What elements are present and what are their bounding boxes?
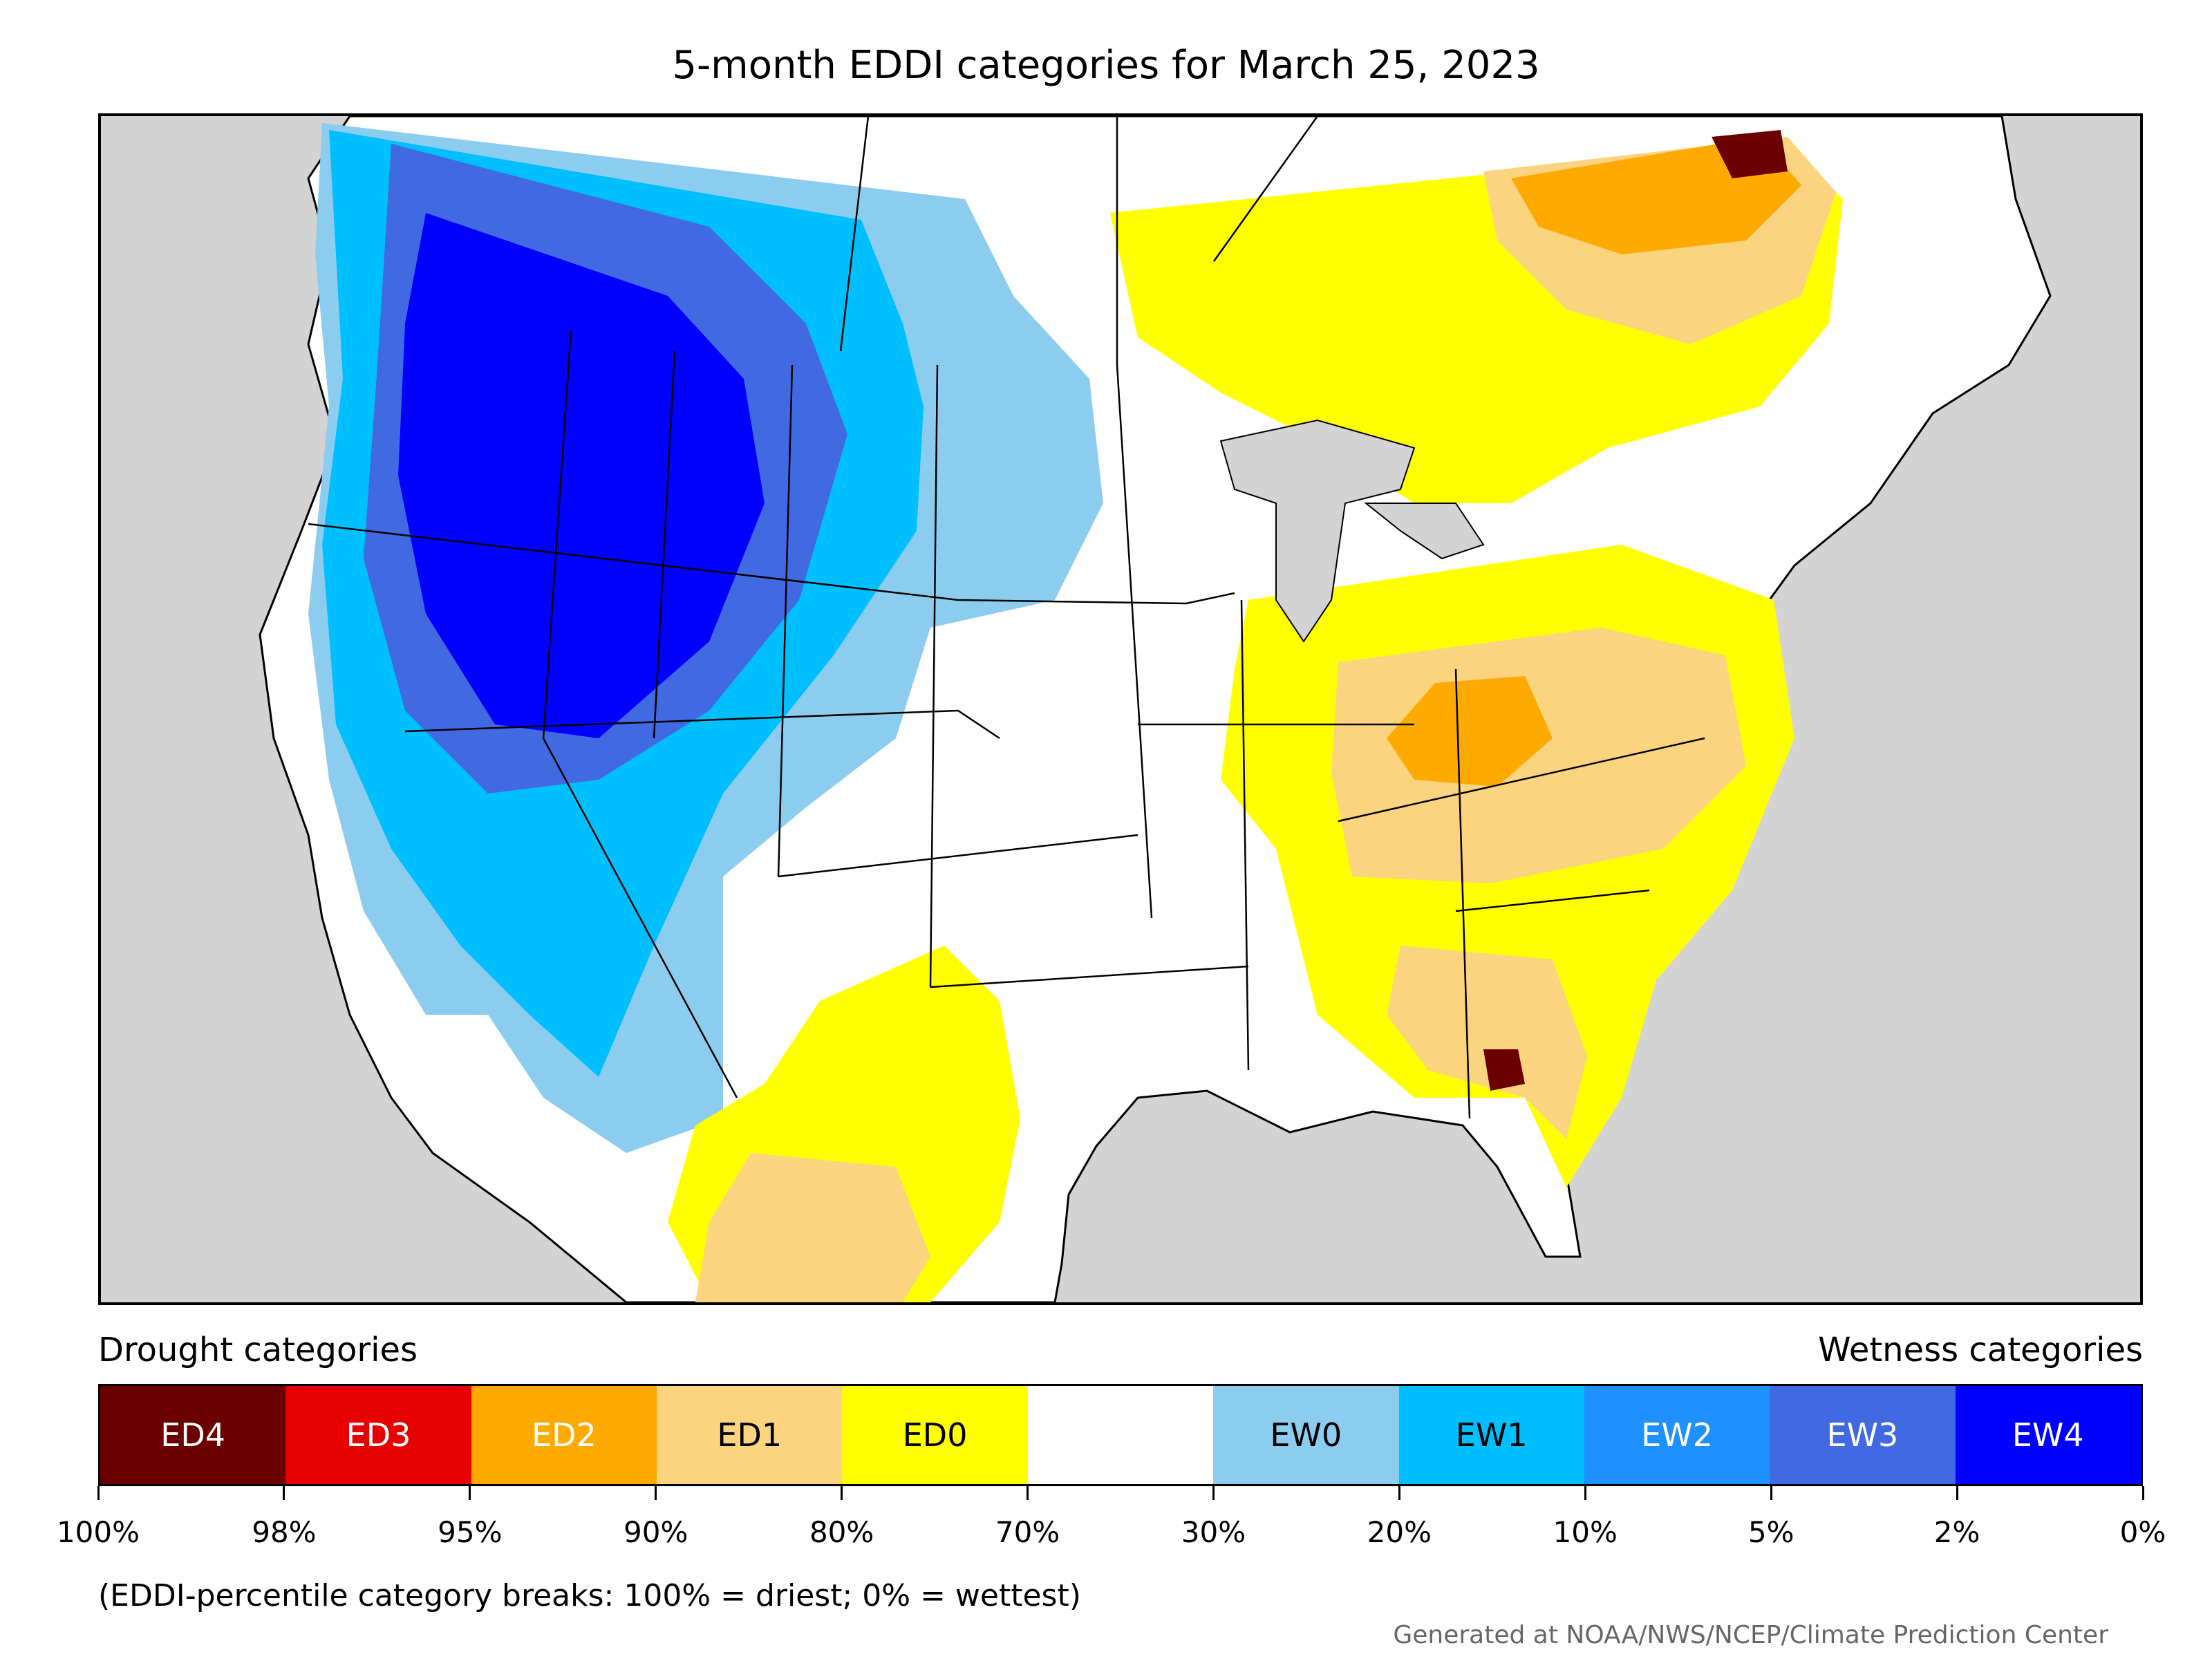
- colorbar-tick-label: 70%: [995, 1515, 1060, 1549]
- colorbar-segment-ew0: EW0: [1213, 1386, 1399, 1484]
- colorbar-tick-label: 80%: [809, 1515, 874, 1549]
- colorbar-segment-ew4: EW4: [1955, 1386, 2141, 1484]
- colorbar-tick: [1584, 1486, 1586, 1500]
- colorbar-tick: [283, 1486, 285, 1500]
- colorbar-tick-label: 5%: [1747, 1515, 1794, 1549]
- wetness-categories-label: Wetness categories: [1818, 1331, 2143, 1369]
- colorbar-segment-ed0: ED0: [842, 1386, 1028, 1484]
- colorbar-tick-label: 0%: [2119, 1515, 2166, 1549]
- colorbar-tick: [655, 1486, 657, 1500]
- credit-text: Generated at NOAA/NWS/NCEP/Climate Predi…: [1393, 1621, 2108, 1649]
- colorbar-segment-ew3: EW3: [1770, 1386, 1956, 1484]
- colorbar-tick-label: 95%: [438, 1515, 503, 1549]
- colorbar-segment-ed3: ED3: [285, 1386, 471, 1484]
- eddi-map: [259, 116, 2052, 1302]
- map-title: 5-month EDDI categories for March 25, 20…: [672, 43, 1540, 88]
- dry-region-ed1-texas: [695, 1153, 930, 1302]
- colorbar-tick-label: 98%: [252, 1515, 317, 1549]
- colorbar-tick: [97, 1486, 100, 1500]
- category-breaks-note: (EDDI-percentile category breaks: 100% =…: [98, 1578, 1081, 1613]
- great-lakes: [1219, 419, 1416, 643]
- colorbar-tick-label: 2%: [1933, 1515, 1980, 1549]
- wet-region-ew4: [398, 213, 765, 738]
- drought-categories-label: Drought categories: [98, 1331, 418, 1369]
- colorbar-segment-ew2: EW2: [1584, 1386, 1770, 1484]
- colorbar-tick: [469, 1486, 471, 1500]
- colorbar-tick: [2141, 1486, 2144, 1500]
- dry-region-ed4-north: [1712, 130, 1788, 178]
- colorbar-tick: [1212, 1486, 1215, 1500]
- colorbar-tick-label: 30%: [1181, 1515, 1246, 1549]
- colorbar-tick-label: 10%: [1553, 1515, 1618, 1549]
- colorbar-tick: [1027, 1486, 1029, 1500]
- dry-region-ed1-southeast: [1387, 946, 1587, 1139]
- colorbar-tick: [1398, 1486, 1400, 1500]
- dry-region-ed4-florida: [1483, 1049, 1525, 1091]
- colorbar-tick-label: 100%: [56, 1515, 140, 1549]
- state-borders: [308, 116, 1705, 1119]
- colorbar-tick-label: 90%: [624, 1515, 688, 1549]
- colorbar-segment-ed1: ED1: [657, 1386, 843, 1484]
- map-panel: [98, 113, 2143, 1305]
- colorbar-tick: [841, 1486, 843, 1500]
- colorbar-tick-label: 20%: [1367, 1515, 1432, 1549]
- colorbar-tick: [1770, 1486, 1772, 1500]
- colorbar-tick: [1956, 1486, 1958, 1500]
- category-colorbar: ED4 ED3 ED2 ED1 ED0 EW0 EW1 EW2 EW3 EW4: [98, 1384, 2143, 1486]
- dry-region-ed2-ohio: [1387, 676, 1553, 787]
- great-lakes-east: [1364, 503, 1485, 560]
- colorbar-segment-ed2: ED2: [471, 1386, 657, 1484]
- colorbar-segment-neutral: [1027, 1386, 1214, 1484]
- colorbar-segment-ew1: EW1: [1398, 1386, 1584, 1484]
- colorbar-segment-ed4: ED4: [100, 1386, 286, 1484]
